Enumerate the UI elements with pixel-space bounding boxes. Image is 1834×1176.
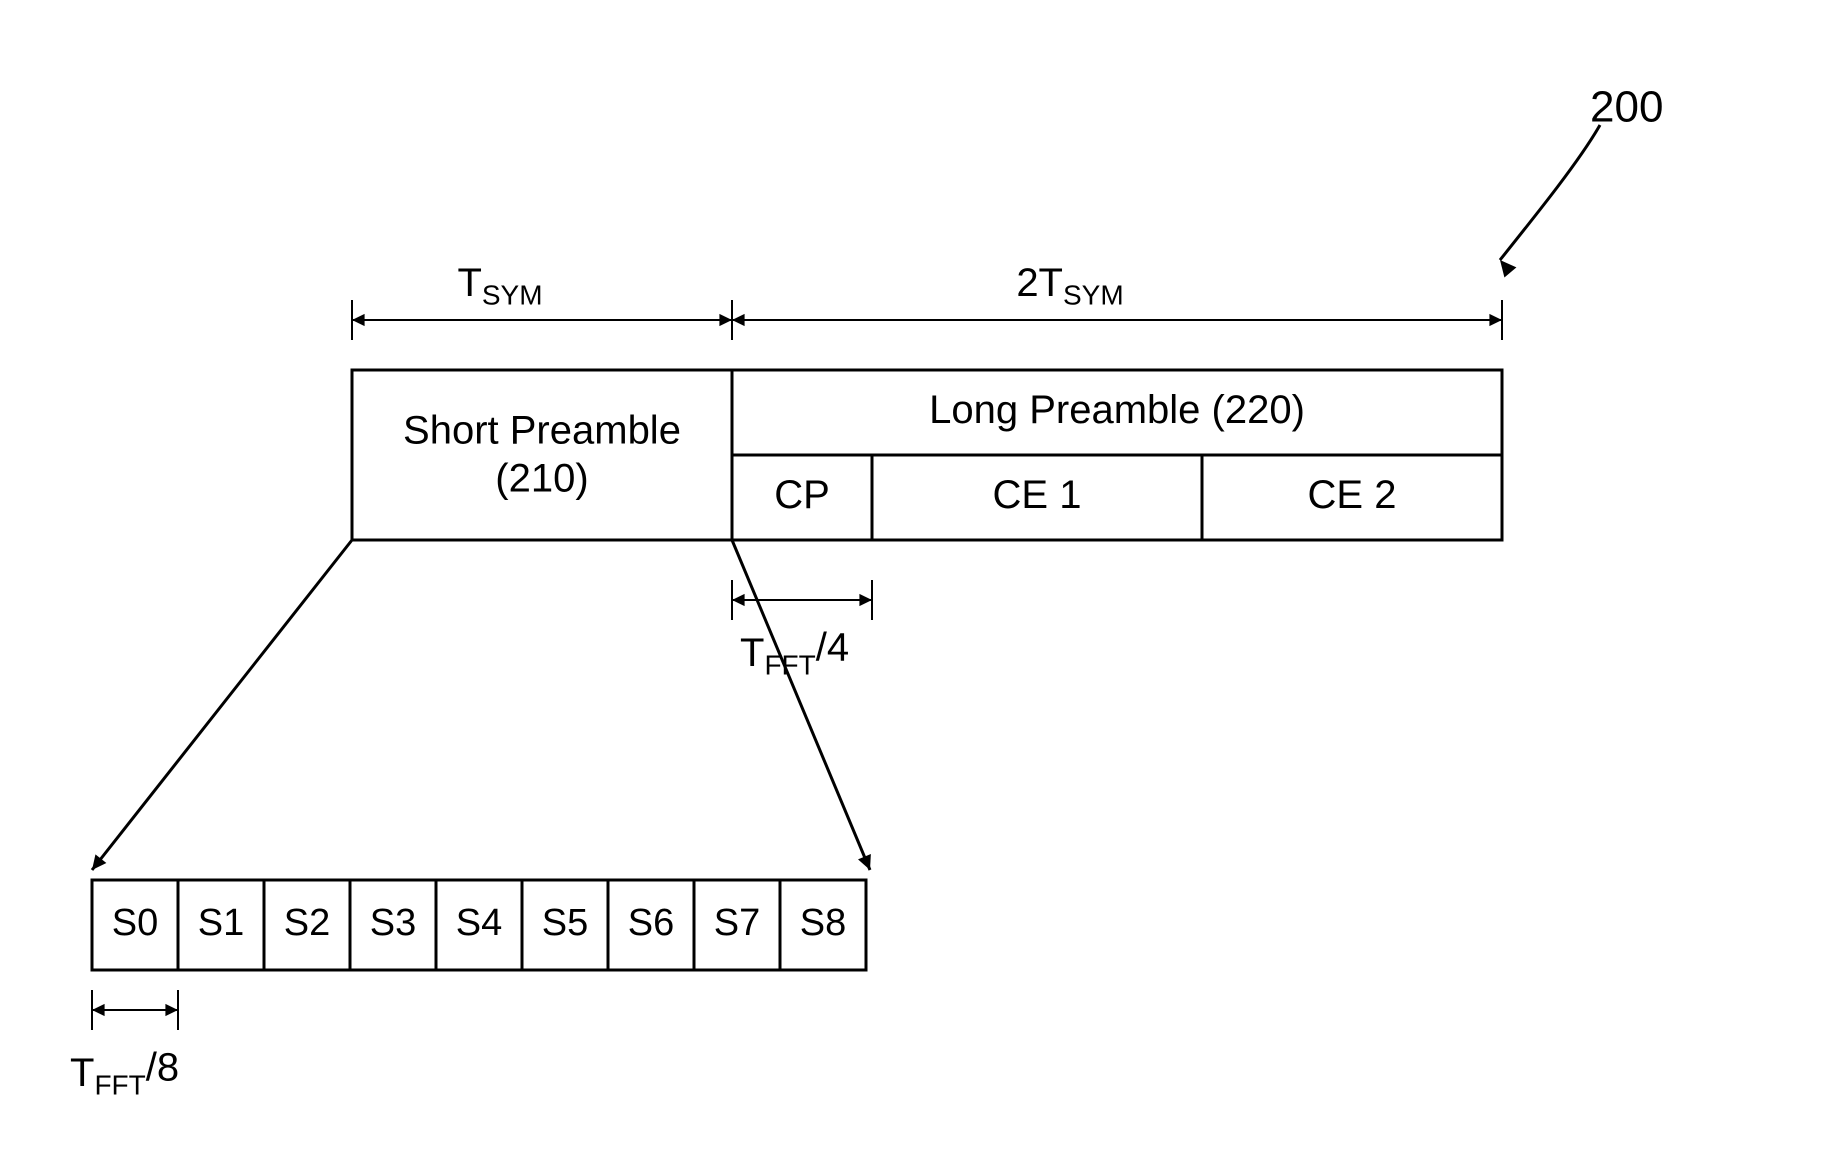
long-sub-label-1: CE 1 <box>993 473 1082 517</box>
short-preamble-label-2: (210) <box>495 457 588 501</box>
short-preamble-label-1: Short Preamble <box>403 409 681 453</box>
short-preamble-box <box>352 370 732 540</box>
long-sub-label-2: CE 2 <box>1308 473 1397 517</box>
svg-text:2TSYM: 2TSYM <box>1016 261 1123 311</box>
svg-text:TSYM: TSYM <box>457 261 542 311</box>
long-preamble-header-label: Long Preamble (220) <box>929 388 1305 432</box>
s-label-0: S0 <box>112 902 158 944</box>
s-label-7: S7 <box>714 902 760 944</box>
s-label-5: S5 <box>542 902 588 944</box>
s-label-8: S8 <box>800 902 846 944</box>
s-label-6: S6 <box>628 902 674 944</box>
figure-ref-label: 200 <box>1590 83 1663 132</box>
s-label-4: S4 <box>456 902 502 944</box>
long-sub-label-0: CP <box>774 473 830 517</box>
s-label-3: S3 <box>370 902 416 944</box>
s-label-2: S2 <box>284 902 330 944</box>
s-label-1: S1 <box>198 902 244 944</box>
cp-dim-label: TFFT/4 <box>740 625 849 681</box>
s0-dim-label: TFFT/8 <box>70 1045 179 1101</box>
figure-ref-leader <box>1500 125 1600 260</box>
